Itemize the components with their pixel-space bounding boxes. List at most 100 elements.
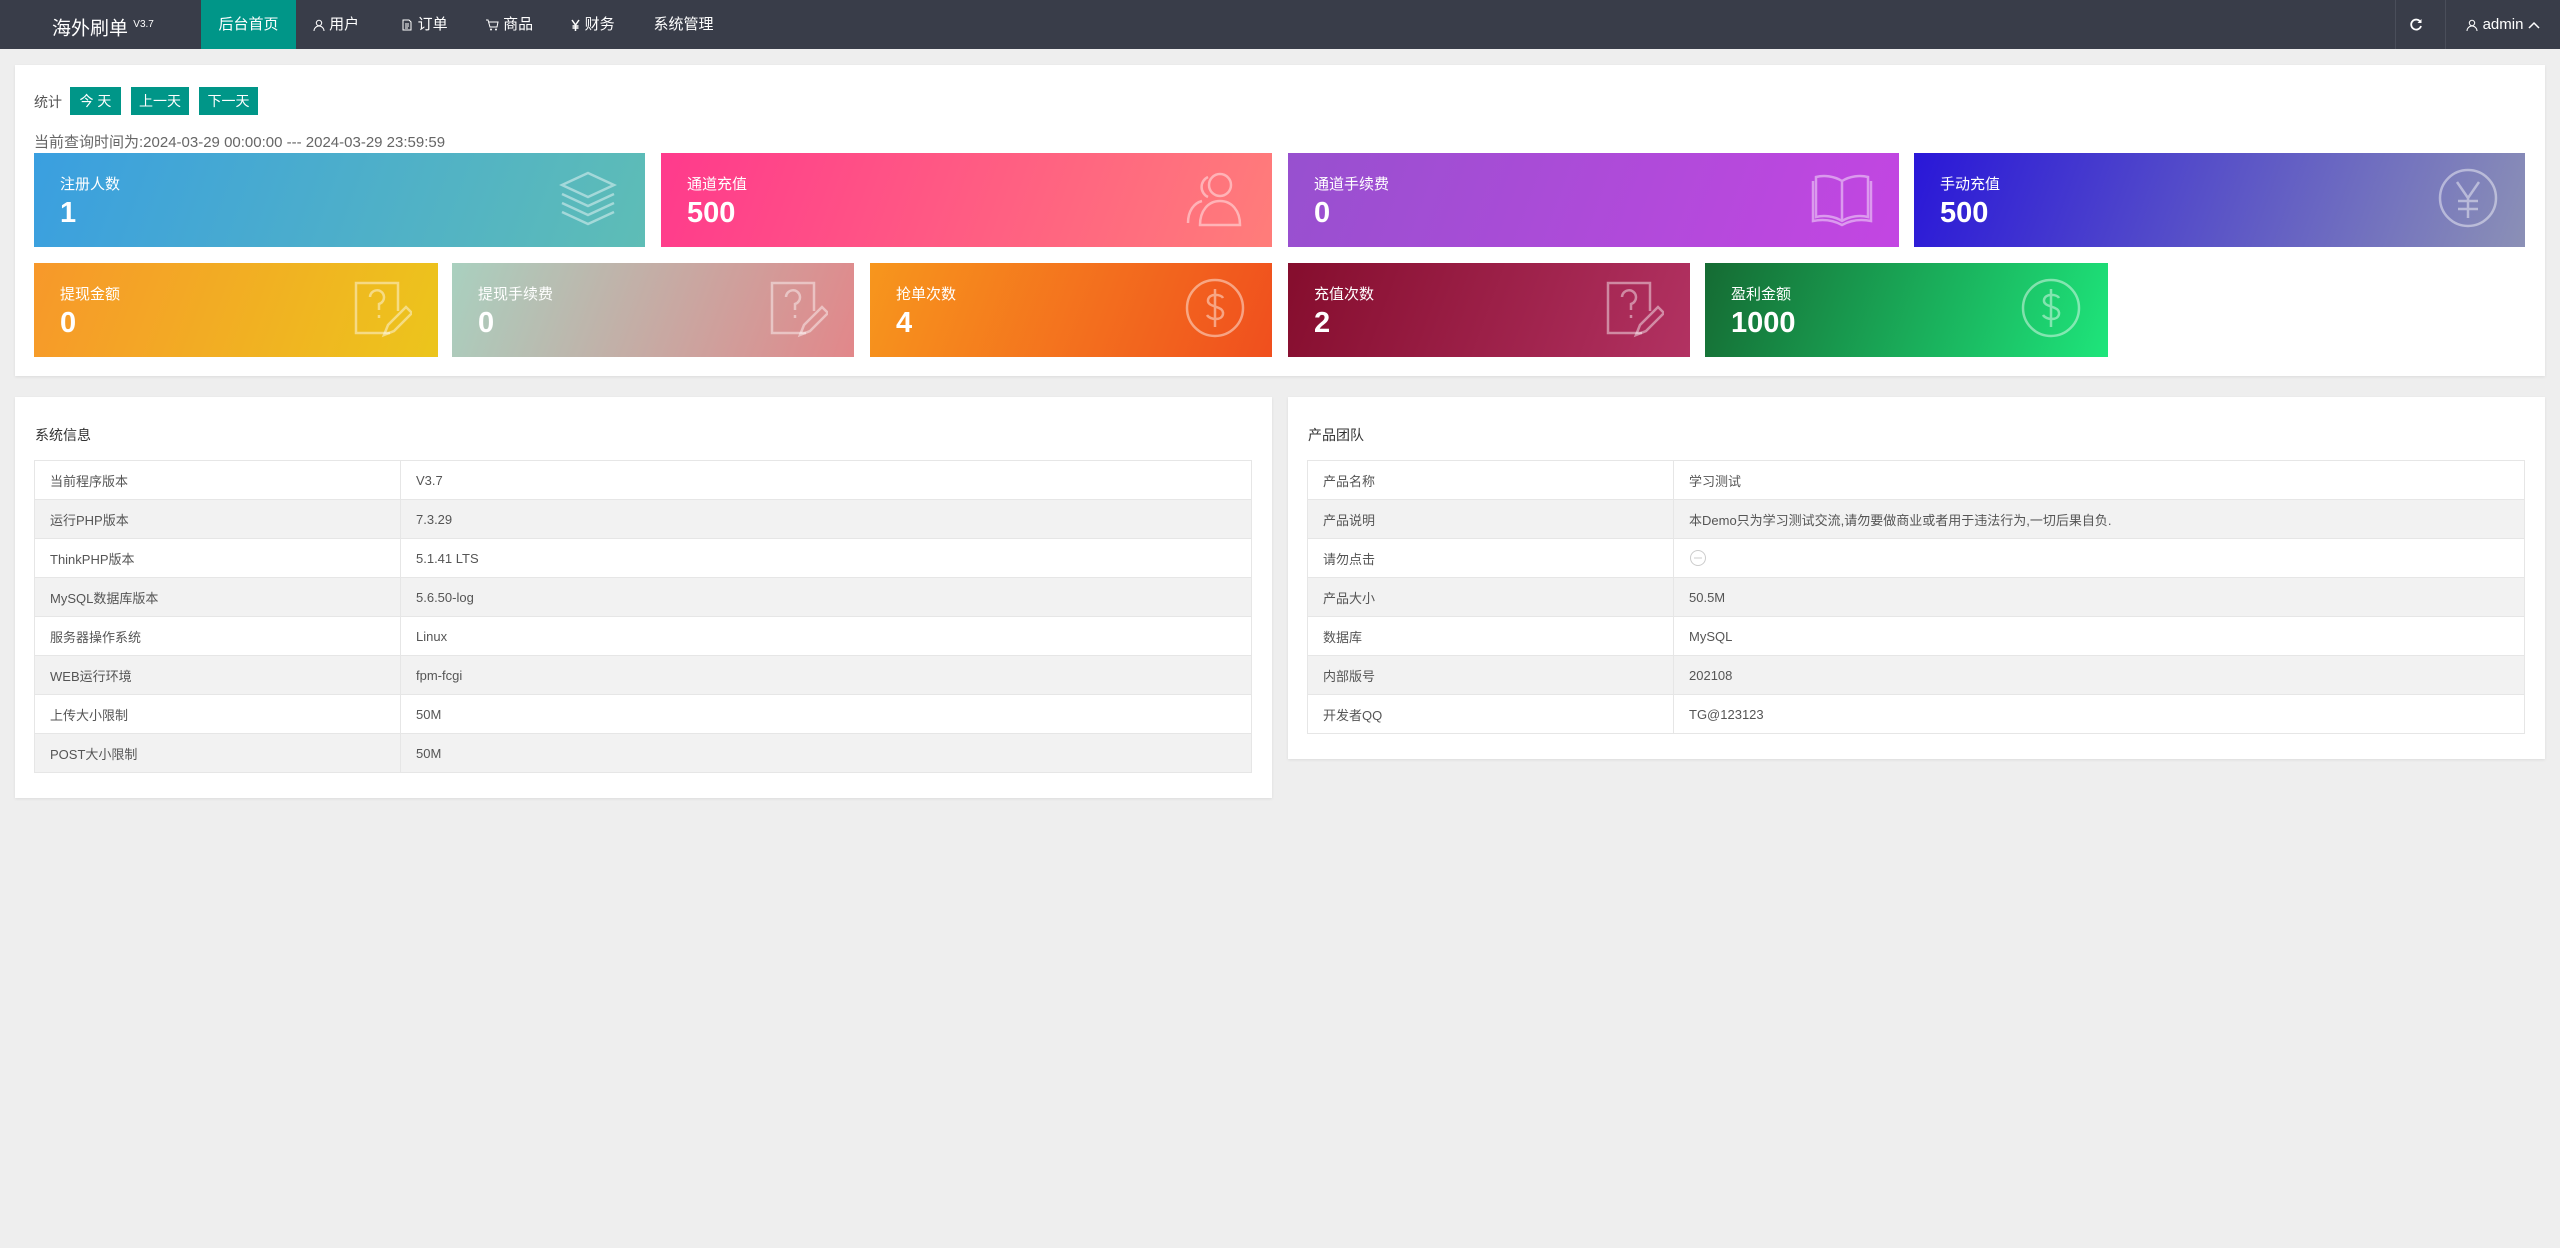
row-value: TG@123123	[1673, 694, 2525, 734]
menu-label: 后台首页	[218, 16, 279, 33]
row-value: V3.7	[400, 460, 1252, 500]
system-info-panel: 系统信息 当前程序版本 V3.7 运行PHP版本 7.3.29 ThinkPHP版本 5.…	[15, 397, 1272, 798]
table-row: 产品名称 学习测试	[1307, 460, 2525, 500]
stat-value: 4	[896, 307, 913, 339]
row-value: 50M	[400, 733, 1252, 773]
table-row: 上传大小限制 50M	[34, 694, 1252, 734]
stat-card: 提现金额 0	[34, 263, 438, 357]
table-row: 产品大小 50.5M	[1307, 577, 2525, 617]
stat-value: 500	[1940, 197, 1989, 229]
row-value: 202108	[1673, 655, 2525, 695]
top-nav: 海外刷单 V3.7 后台首页 用户 订单 商品 财务 系统管理 admin	[0, 0, 2560, 49]
panel-title: 产品团队	[1308, 427, 1364, 443]
row-label: 产品大小	[1307, 577, 1674, 617]
product-team-panel: 产品团队 产品名称 学习测试 产品说明 本Demo只为学习测试交流,请勿要做商业或者用…	[1288, 397, 2545, 759]
stat-label: 通道手续费	[1314, 176, 1390, 193]
date-button[interactable]: 今 天	[70, 87, 121, 115]
stat-value: 0	[60, 307, 77, 339]
table-row: 产品说明 本Demo只为学习测试交流,请勿要做商业或者用于违法行为,一切后果自负.	[1307, 499, 2525, 539]
user-menu[interactable]: admin	[2445, 0, 2560, 49]
query-range: 当前查询时间为:2024-03-29 00:00:00 --- 2024-03-…	[34, 134, 446, 151]
stat-label: 手动充值	[1940, 176, 2001, 193]
stat-card: 通道手续费 0	[1288, 153, 1899, 247]
table-row: ThinkPHP版本 5.1.41 LTS	[34, 538, 1252, 578]
stat-icon	[770, 281, 828, 338]
table-row: 服务器操作系统 Linux	[34, 616, 1252, 656]
stat-label: 盈利金额	[1731, 286, 1792, 303]
date-button[interactable]: 上一天	[131, 87, 189, 115]
product-team-table: 产品名称 学习测试 产品说明 本Demo只为学习测试交流,请勿要做商业或者用于违法行为…	[1307, 460, 2525, 734]
menu-item[interactable]: 财务	[563, 0, 623, 49]
system-info-table: 当前程序版本 V3.7 运行PHP版本 7.3.29 ThinkPHP版本 5.1.41 …	[34, 460, 1252, 773]
stat-value: 500	[687, 197, 736, 229]
menu-icon	[571, 19, 581, 32]
row-label: POST大小限制	[34, 733, 401, 773]
stat-label: 充值次数	[1314, 286, 1375, 303]
row-label: 当前程序版本	[34, 460, 401, 500]
stat-value: 2	[1314, 307, 1331, 339]
row-label: 服务器操作系统	[34, 616, 401, 656]
user-icon	[2466, 19, 2478, 32]
stat-icon	[354, 281, 412, 338]
stat-card: 注册人数 1	[34, 153, 645, 247]
stat-icon	[2021, 278, 2081, 338]
table-row: POST大小限制 50M	[34, 733, 1252, 773]
row-label: MySQL数据库版本	[34, 577, 401, 617]
stat-icon	[1811, 174, 1873, 227]
table-row: WEB运行环境 fpm-fcgi	[34, 655, 1252, 695]
stat-value: 1	[60, 197, 77, 229]
row-value: 本Demo只为学习测试交流,请勿要做商业或者用于违法行为,一切后果自负.	[1673, 499, 2525, 539]
row-label: 数据库	[1307, 616, 1674, 656]
panel-title: 系统信息	[35, 427, 91, 443]
menu-item[interactable]: 系统管理	[641, 0, 726, 49]
stat-value: 0	[1314, 197, 1331, 229]
stat-card: 充值次数 2	[1288, 263, 1690, 357]
stats-label: 统计	[34, 94, 62, 110]
menu-item[interactable]: 用户	[305, 0, 367, 49]
menu-item[interactable]: 后台首页	[201, 0, 296, 49]
row-value: 学习测试	[1673, 460, 2525, 500]
stat-card: 盈利金额 1000	[1705, 263, 2108, 357]
row-value: 7.3.29	[400, 499, 1252, 539]
row-label: 运行PHP版本	[34, 499, 401, 539]
table-row: 数据库 MySQL	[1307, 616, 2525, 656]
stat-label: 提现金额	[60, 286, 121, 303]
table-row: 当前程序版本 V3.7	[34, 460, 1252, 500]
row-value: 5.1.41 LTS	[400, 538, 1252, 578]
date-button[interactable]: 下一天	[199, 87, 258, 115]
row-value: 50.5M	[1673, 577, 2525, 617]
stat-card: 提现手续费 0	[452, 263, 854, 357]
row-value: fpm-fcgi	[400, 655, 1252, 695]
stat-label: 通道充值	[687, 176, 748, 193]
table-row: 开发者QQ TG@123123	[1307, 694, 2525, 734]
stat-value: 1000	[1731, 307, 1796, 339]
refresh[interactable]	[2395, 0, 2435, 49]
row-value	[1673, 538, 2525, 578]
row-label: 内部版号	[1307, 655, 1674, 695]
stat-icon	[2438, 168, 2498, 228]
row-label: 产品名称	[1307, 460, 1674, 500]
stat-icon	[1185, 278, 1245, 338]
menu-icon	[402, 19, 412, 31]
status-icon	[1690, 550, 1706, 566]
menu-label: 系统管理	[653, 16, 714, 33]
row-label: 产品说明	[1307, 499, 1674, 539]
table-row: 内部版号 202108	[1307, 655, 2525, 695]
menu-icon	[313, 19, 325, 32]
row-label: 上传大小限制	[34, 694, 401, 734]
stat-value: 0	[478, 307, 495, 339]
menu-item[interactable]: 订单	[392, 0, 457, 49]
logo-text: 海外刷单	[52, 18, 129, 40]
table-row: 请勿点击	[1307, 538, 2525, 578]
stat-label: 注册人数	[60, 176, 121, 193]
refresh-icon	[2409, 18, 2422, 31]
menu-label: 订单	[417, 16, 448, 33]
stat-card: 通道充值 500	[661, 153, 1272, 247]
menu-item[interactable]: 商品	[477, 0, 542, 49]
table-row: MySQL数据库版本 5.6.50-log	[34, 577, 1252, 617]
caret	[2528, 21, 2540, 29]
row-label: WEB运行环境	[34, 655, 401, 695]
row-value: Linux	[400, 616, 1252, 656]
